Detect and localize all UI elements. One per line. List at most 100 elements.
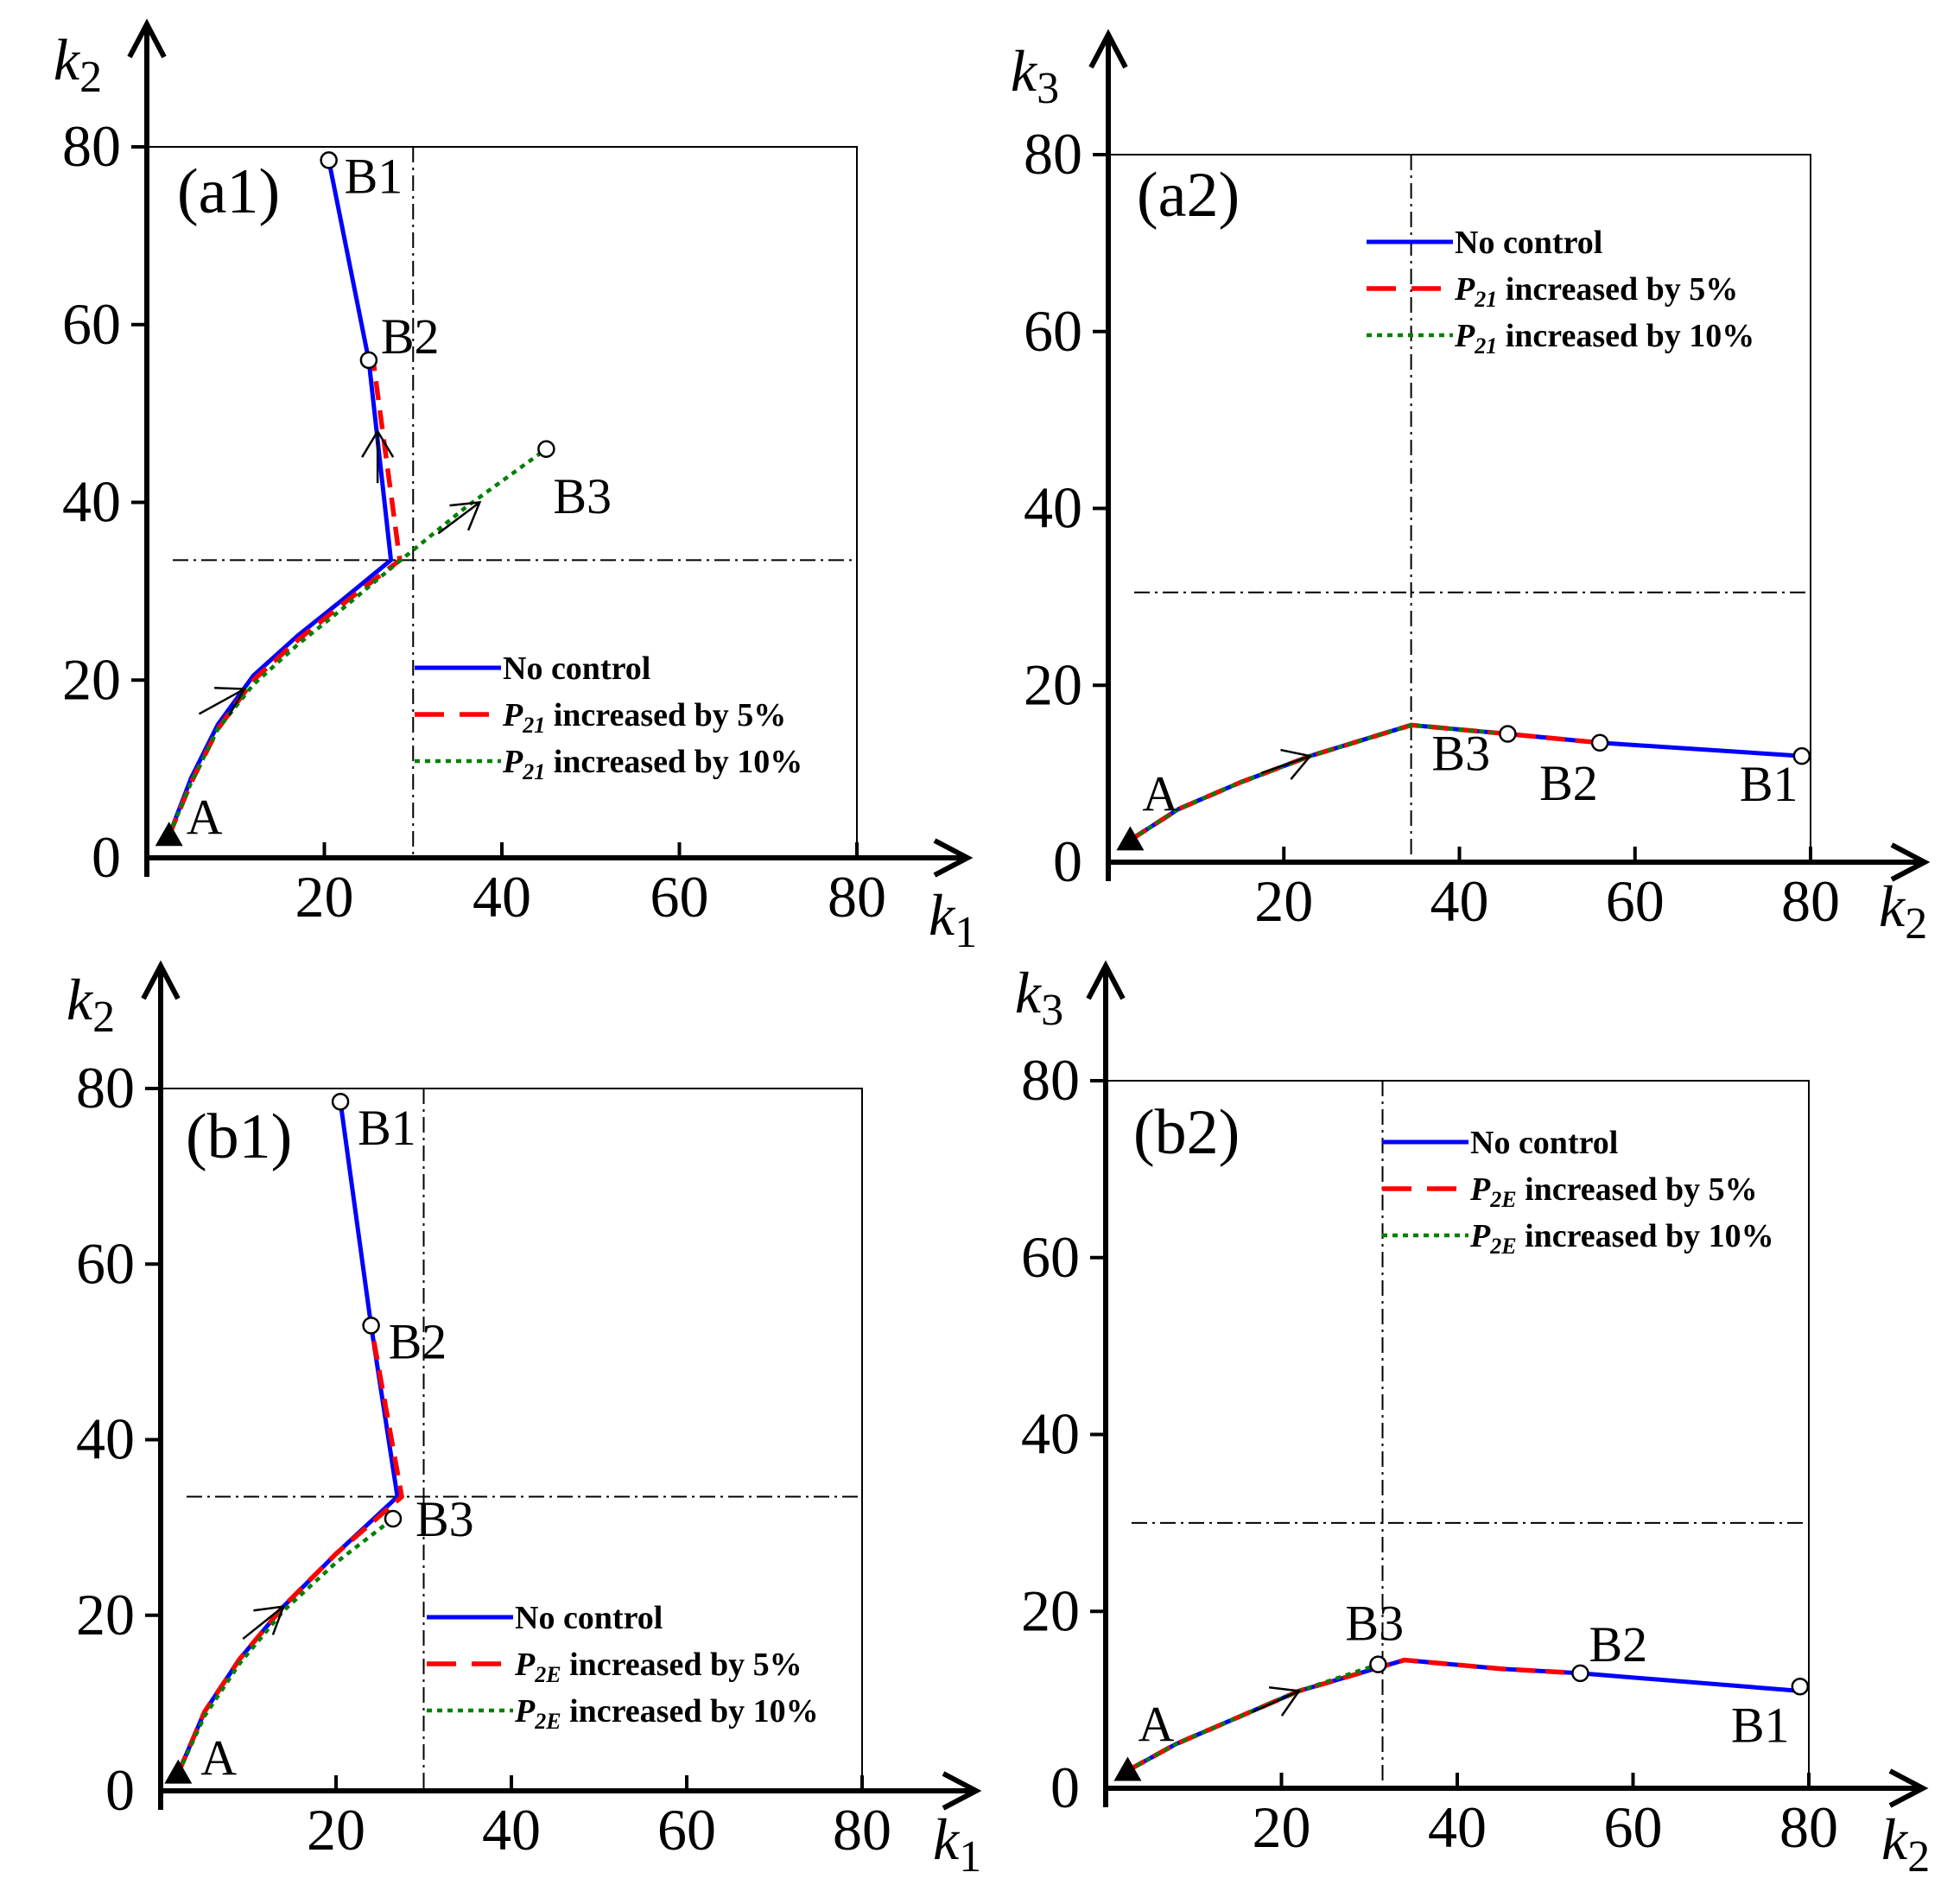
end-point-label: B1 (1740, 756, 1798, 812)
end-point-label: B3 (1345, 1596, 1404, 1652)
series-line-dashed (167, 359, 403, 837)
end-point-label: B3 (415, 1491, 474, 1547)
series-line-solid (1126, 1658, 1801, 1773)
end-point-label: B1 (345, 148, 403, 204)
panel-label: (a2) (1137, 160, 1240, 231)
legend-entry-label: No control (1470, 1125, 1618, 1161)
x-tick-label: 60 (657, 1797, 716, 1863)
y-tick-label: 40 (1021, 1401, 1080, 1467)
end-point-marker (362, 1317, 380, 1335)
direction-arrow-shaft (242, 1605, 284, 1641)
x-tick-label: 40 (473, 864, 531, 930)
y-tick-label: 80 (1024, 121, 1082, 187)
y-tick-label: 20 (1021, 1577, 1080, 1643)
x-axis-arrowhead (942, 1771, 982, 1811)
x-tick-label: 20 (1253, 1794, 1311, 1860)
y-axis-label: k2 (67, 967, 115, 1042)
end-point-label: B2 (1539, 755, 1598, 811)
x-tick-label: 80 (828, 864, 886, 930)
x-axis-label: k2 (1881, 1806, 1930, 1882)
x-tick-label: 40 (1430, 868, 1489, 934)
y-tick-label: 60 (62, 291, 121, 357)
legend-entry-label: P21 increased by 10% (502, 744, 802, 784)
y-tick-label: 80 (62, 113, 121, 179)
y-tick-label: 0 (1050, 1755, 1080, 1820)
legend-entry-label: P2E increased by 5% (514, 1647, 802, 1687)
x-axis-label: k1 (929, 882, 977, 957)
end-point-marker (359, 351, 378, 370)
end-point-marker (331, 1092, 350, 1111)
y-axis-label: k2 (54, 27, 102, 102)
x-axis-label: k2 (1879, 873, 1927, 949)
start-point-label: A (200, 1730, 237, 1787)
panel-label: (b2) (1133, 1097, 1240, 1168)
end-point-label: B3 (1431, 726, 1490, 782)
series-line-dashed (1126, 1657, 1581, 1773)
x-axis-label: k1 (933, 1806, 981, 1882)
y-tick-label: 80 (76, 1055, 135, 1120)
end-point-label: B1 (1731, 1697, 1790, 1753)
y-axis-label: k3 (1011, 38, 1059, 113)
y-tick-label: 60 (76, 1230, 135, 1296)
x-tick-label: 80 (833, 1797, 891, 1863)
direction-arrow-head (214, 686, 247, 716)
end-point-marker (1792, 746, 1811, 765)
plot-frame (161, 1088, 863, 1791)
series-line-dotted (176, 1517, 395, 1774)
legend-entry-label: P2E increased by 10% (1469, 1218, 1774, 1259)
plot-frame (1108, 154, 1811, 862)
x-tick-label: 60 (650, 864, 709, 930)
y-tick-label: 20 (62, 646, 121, 712)
direction-arrow-head (449, 501, 482, 531)
x-tick-label: 80 (1781, 868, 1840, 934)
y-tick-label: 0 (92, 824, 121, 890)
start-point-label: A (1142, 765, 1178, 822)
y-tick-label: 80 (1021, 1047, 1080, 1113)
series-line-solid (176, 1101, 400, 1774)
x-tick-label: 40 (482, 1797, 541, 1863)
panel-label: (b1) (186, 1101, 292, 1172)
panel-a2: 20 40 60 80 0 20 40 60 80 k2 k3 (a2) A B3 B2 B1 No contr… (1011, 29, 1931, 949)
end-point-marker (384, 1509, 403, 1528)
series-line-dashed (175, 1324, 404, 1774)
y-tick-label: 60 (1021, 1224, 1080, 1290)
direction-arrow-head (1280, 748, 1313, 780)
start-point-marker (1116, 826, 1145, 851)
start-point-marker (1113, 1756, 1142, 1781)
y-tick-label: 40 (76, 1406, 135, 1472)
series-line-dotted (167, 447, 548, 837)
legend-entry-label: P2E increased by 10% (514, 1693, 819, 1734)
panel-a1: 20 40 60 80 0 20 40 60 80 k1 k2 (a1) A B1 B2 B3 No contr… (54, 18, 977, 957)
end-point-label: B1 (358, 1100, 416, 1156)
panel-label: (a1) (177, 156, 280, 227)
end-point-label: B2 (389, 1313, 447, 1369)
start-point-marker (155, 822, 183, 847)
x-tick-label: 20 (307, 1797, 365, 1863)
start-point-label: A (187, 789, 223, 845)
legend-entry-label: No control (1455, 225, 1602, 261)
y-tick-label: 20 (1024, 651, 1082, 717)
y-axis-label: k3 (1015, 960, 1063, 1035)
legend: No control P2E increased by 5% P2E increas… (427, 1600, 819, 1734)
direction-arrow-head (253, 1605, 285, 1635)
direction-arrow-shaft (437, 501, 481, 535)
direction-arrow-shaft (1260, 754, 1311, 775)
start-point-label: A (1138, 1697, 1174, 1753)
end-point-label: B2 (1589, 1616, 1647, 1672)
y-axis-arrowhead (141, 960, 181, 1000)
legend-entry-label: No control (515, 1600, 663, 1636)
y-axis-arrowhead (1088, 29, 1128, 69)
x-tick-label: 80 (1779, 1794, 1838, 1860)
y-tick-label: 40 (1024, 475, 1082, 541)
series-line-solid (167, 159, 394, 837)
plot-frame (147, 146, 858, 858)
x-axis-arrowhead (933, 838, 974, 878)
legend-entry-label: P2E increased by 5% (1469, 1171, 1758, 1212)
y-tick-label: 0 (1053, 828, 1082, 894)
end-point-marker (1791, 1678, 1810, 1696)
x-tick-label: 60 (1606, 868, 1665, 934)
x-tick-label: 20 (1254, 868, 1313, 934)
y-tick-label: 60 (1024, 298, 1082, 364)
legend-entry-label: P21 increased by 5% (502, 697, 786, 738)
y-tick-label: 40 (62, 469, 121, 535)
